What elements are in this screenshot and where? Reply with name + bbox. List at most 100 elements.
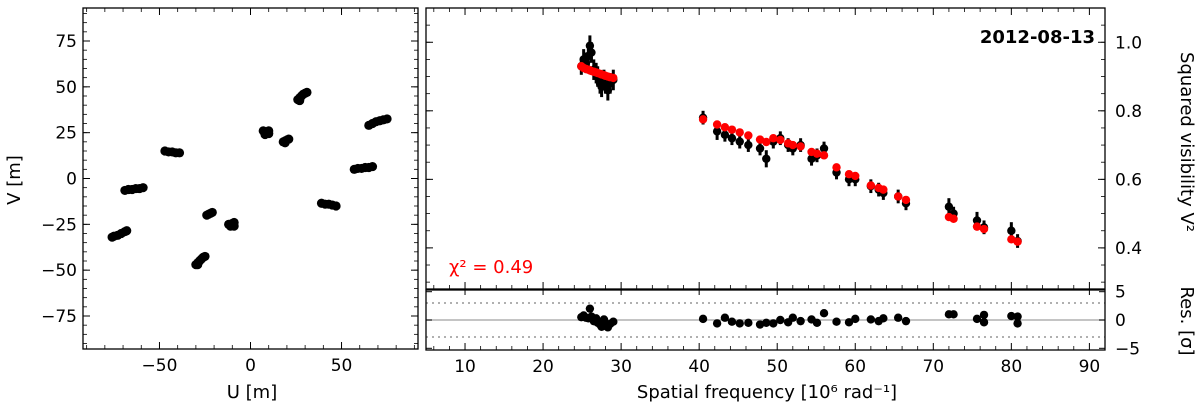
- v2-model-point: [720, 123, 730, 132]
- uv-point: [138, 183, 148, 193]
- res-ytick-label: −5: [1115, 339, 1140, 359]
- res-point: [972, 314, 982, 324]
- v2-model-point: [698, 115, 708, 124]
- date-annotation: 2012-08-13: [980, 27, 1095, 48]
- uv-point: [122, 226, 132, 236]
- res-xtick-label: 60: [844, 357, 866, 377]
- res-point: [609, 317, 618, 326]
- v2-ytick-label: 0.8: [1115, 102, 1142, 122]
- res-point: [712, 319, 722, 328]
- v2-data-point: [972, 216, 982, 225]
- v2-model-point: [712, 120, 722, 129]
- res-point: [1013, 312, 1022, 321]
- v2-xlabel: Spatial frequency [10⁶ rad⁻¹]: [637, 382, 897, 403]
- res-ytick-label: 5: [1115, 283, 1126, 303]
- uv-xtick-label: 0: [245, 356, 256, 376]
- uv-point: [200, 251, 210, 262]
- residuals-panel: 10 20 30 40 50 60 70 80 90 −5 0 5: [425, 283, 1140, 377]
- uv-xtick-label: 50: [331, 356, 353, 376]
- uv-point: [280, 138, 290, 148]
- v2-model-point: [972, 222, 982, 231]
- uv-ylabel: V [m]: [4, 155, 25, 205]
- res-point: [727, 317, 737, 326]
- uv-point: [193, 260, 203, 270]
- uv-point: [302, 87, 312, 97]
- res-xtick-label: 70: [922, 357, 944, 377]
- res-point: [866, 315, 876, 324]
- res-point: [744, 318, 753, 328]
- res-point: [901, 316, 911, 326]
- res-point: [769, 319, 778, 328]
- v2-data-point: [944, 202, 954, 211]
- uv-ytick-label: −25: [41, 215, 77, 235]
- res-xtick-label: 10: [454, 357, 476, 377]
- res-point: [949, 310, 958, 319]
- v2-data-point: [735, 137, 744, 146]
- res-point: [585, 304, 595, 313]
- v2-model-point: [744, 131, 753, 140]
- uv-ytick-label: −75: [41, 307, 77, 327]
- res-point: [812, 318, 822, 328]
- uv-frame: [82, 7, 419, 350]
- v2-model-point: [609, 73, 618, 83]
- v2-model-point: [1013, 237, 1022, 246]
- uv-xlabel: U [m]: [227, 382, 277, 403]
- res-point: [979, 318, 989, 327]
- uv-point: [331, 201, 341, 211]
- v2-model-point: [979, 224, 989, 234]
- res-xtick-label: 80: [1001, 357, 1023, 377]
- res-xtick-label: 90: [1079, 357, 1101, 377]
- v2-model-point: [819, 151, 829, 160]
- res-point: [851, 314, 860, 324]
- v2-model-point: [769, 134, 778, 143]
- v2-data-point: [744, 140, 753, 150]
- res-xtick-label: 20: [532, 357, 554, 377]
- res-point: [1013, 319, 1022, 328]
- v2-model-point: [762, 137, 771, 147]
- res-point: [979, 310, 989, 320]
- v2-data-point: [819, 144, 829, 153]
- res-point: [698, 314, 708, 324]
- v2-model-point: [893, 192, 903, 201]
- res-xtick-label: 50: [766, 357, 788, 377]
- v2-ytick-label: 0.4: [1115, 239, 1142, 259]
- uv-ytick-label: 75: [55, 32, 77, 52]
- uv-point: [382, 114, 392, 124]
- uv-point: [367, 161, 378, 172]
- res-xtick-label: 30: [610, 357, 632, 377]
- v2-data-point: [712, 127, 722, 136]
- v2-model-point: [776, 135, 785, 145]
- res-point: [844, 318, 854, 327]
- res-ytick-label: 0: [1115, 311, 1126, 331]
- uv-xtick-label: −50: [142, 356, 178, 376]
- v2-data-point: [587, 48, 596, 57]
- v2-model-point: [796, 142, 805, 151]
- res-point: [832, 317, 841, 326]
- uv-ytick-label: 50: [55, 78, 77, 98]
- res-point: [776, 315, 785, 325]
- res-ylabel: Res. [σ]: [1176, 286, 1197, 355]
- res-point: [762, 318, 771, 328]
- uv-point: [264, 126, 274, 136]
- v2-model-point: [949, 214, 958, 223]
- v2-model-point: [866, 181, 876, 190]
- res-point: [879, 314, 888, 323]
- v2-ylabel: Squared visibility V²: [1176, 52, 1197, 232]
- uv-point: [174, 148, 185, 158]
- res-point: [720, 313, 730, 322]
- uv-ytick-label: 0: [66, 170, 77, 190]
- uv-coverage-panel: −50 0 50 −75 −50 −25 0 25 50 75: [41, 7, 419, 376]
- uv-ytick-label: −50: [41, 261, 77, 281]
- v2-ytick-label: 1.0: [1115, 33, 1142, 53]
- uv-point: [229, 221, 239, 231]
- v2-model-point: [879, 185, 888, 194]
- v2-model-point: [727, 125, 737, 134]
- res-xtick-label: 40: [688, 357, 710, 377]
- v2-ytick-label: 0.6: [1115, 170, 1142, 190]
- v2-data-point: [1007, 226, 1016, 235]
- v2-data-point: [762, 154, 771, 163]
- res-point: [796, 316, 805, 326]
- chi-squared-annotation: χ² = 0.49: [449, 257, 533, 278]
- res-point: [819, 309, 829, 318]
